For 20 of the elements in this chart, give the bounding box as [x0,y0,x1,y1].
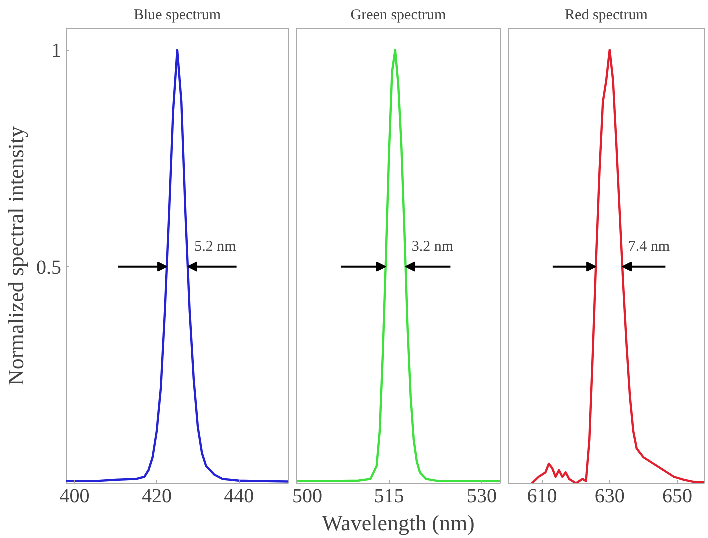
x-tick-label: 610 [527,486,558,508]
y-tick-label: 0.5 [36,256,62,279]
x-tick-label: 630 [594,486,625,508]
x-tick-label: 650 [662,486,692,508]
x-tick-label: 515 [374,486,404,508]
annotation: 7.4 nm [628,238,670,255]
annotation: 3.2 nm [412,238,454,255]
chart-title: Blue spectrum [134,8,222,24]
chart-title: Green spectrum [350,8,447,24]
annotation: 5.2 nm [194,238,237,255]
x-tick-label: 530 [466,486,497,508]
x-tick-label: 500 [292,486,322,508]
y-tick-label: 1 [52,40,62,62]
y-axis-title: Normalized spectral intensity [4,126,28,386]
x-axis-title: Wavelength (nm) [322,510,475,536]
line-series [66,49,288,483]
x-tick-label: 420 [142,486,172,508]
x-tick-label: 400 [60,486,90,508]
x-tick-label: 440 [224,486,254,508]
chart-title: Red spectrum [565,8,648,24]
